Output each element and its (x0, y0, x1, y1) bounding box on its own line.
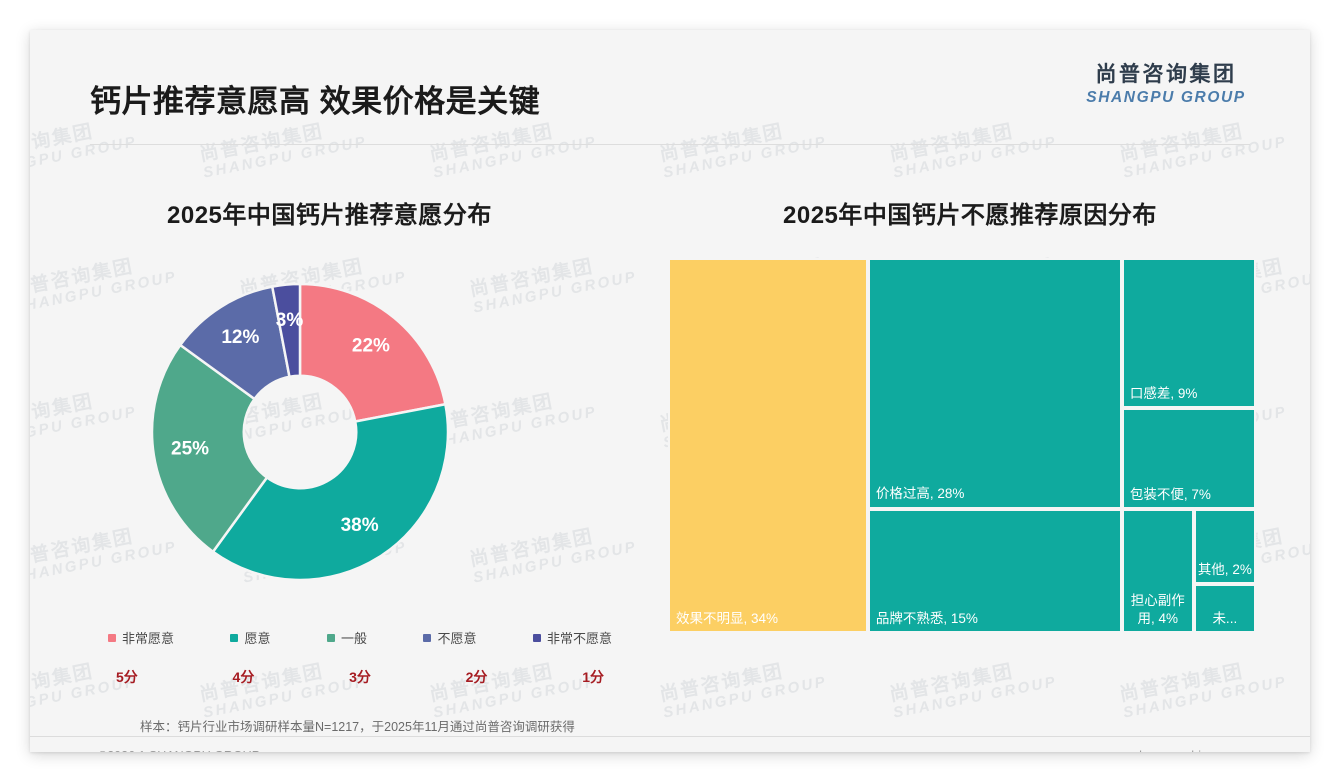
donut-slice-label: 25% (171, 438, 209, 459)
treemap-cell[interactable]: 口感差, 9% (1121, 258, 1256, 408)
legend-swatch-icon (230, 633, 239, 642)
donut-slice-label: 22% (352, 335, 390, 356)
donut-score-label: 4分 (232, 669, 255, 685)
donut-slice[interactable] (270, 282, 302, 379)
donut-legend-item[interactable]: 一般 (326, 628, 367, 647)
treemap-cell-label: 未... (1212, 610, 1238, 626)
treemap-cell[interactable]: 品牌不熟悉, 15% (867, 508, 1122, 633)
donut-legend-item[interactable]: 愿意 (230, 628, 271, 647)
treemap-cell[interactable]: 担心副作用, 4% (1121, 509, 1194, 633)
treemap-cell-label: 品牌不熟悉, 15% (875, 610, 978, 626)
donut-slice-label: 38% (341, 515, 379, 536)
donut-chart-title: 2025年中国钙片推荐意愿分布 (167, 202, 492, 229)
donut-slice[interactable] (178, 285, 291, 401)
treemap-cell[interactable]: 价格过高, 28% (867, 258, 1122, 509)
donut-slice[interactable] (298, 282, 447, 423)
slide-footer: ©2026.1 SHANGPU GROUP www.shangpu-china.… (30, 737, 1310, 752)
donut-slice[interactable] (211, 402, 450, 582)
donut-legend-label: 非常不愿意 (546, 631, 612, 646)
donut-score-label: 5分 (116, 669, 138, 685)
treemap-chart-title: 2025年中国钙片不愿推荐原因分布 (783, 202, 1157, 229)
donut-legend-label: 不愿意 (437, 631, 477, 646)
donut-score-label: 1分 (582, 669, 604, 685)
treemap-cell-label: 担心副作用, 4% (1130, 593, 1185, 626)
donut-slice-label: 12% (221, 327, 259, 348)
legend-swatch-icon (326, 633, 335, 642)
donut-legend-label: 愿意 (244, 631, 271, 646)
treemap-chart: 效果不明显, 34% 价格过高, 28% 品牌不熟悉, 15% 口感差, 9% 包装不便… (668, 258, 1256, 633)
treemap-cell[interactable]: 效果不明显, 34% (668, 258, 868, 633)
donut-slice[interactable] (150, 343, 269, 554)
treemap-cell[interactable]: 其他, 2% (1193, 509, 1256, 585)
donut-chart: 22% 38% 25% 12% 3% 非常愿意 愿意 一般 不愿意 非常不愿意 5分 4分 3分 2分… (90, 260, 630, 710)
footer-website: www.shangpu-china.com (1103, 749, 1242, 752)
donut-legend-item[interactable]: 非常愿意 (108, 628, 174, 647)
treemap-cell[interactable]: 未... (1193, 584, 1256, 633)
brand-logo-cn: 尚普咨询集团 (1095, 63, 1237, 86)
header-divider (90, 144, 1250, 145)
donut-legend: 非常愿意 愿意 一般 不愿意 非常不愿意 (90, 628, 630, 647)
treemap-cell-label: 其他, 2% (1197, 561, 1252, 577)
donut-legend-item[interactable]: 非常不愿意 (532, 628, 612, 647)
treemap-cell-label: 效果不明显, 34% (676, 610, 779, 626)
legend-swatch-icon (108, 633, 116, 642)
treemap-cell-label: 价格过高, 28% (875, 486, 965, 502)
legend-swatch-icon (532, 633, 541, 642)
brand-logo: 尚普咨询集团 SHANGPU GROUP (1066, 62, 1266, 108)
slide-card: 尚普咨询集团 SHANGPU GROUP 尚普咨询集团 SHANGPU GROUP 尚普… (30, 30, 1310, 752)
footer-copyright: ©2026.1 SHANGPU GROUP (98, 749, 260, 752)
donut-legend-item[interactable]: 不愿意 (423, 628, 476, 647)
treemap-cell-label: 包装不便, 7% (1129, 486, 1211, 502)
donut-legend-label: 非常愿意 (122, 631, 175, 646)
treemap-cell[interactable]: 包装不便, 7% (1121, 408, 1256, 510)
legend-swatch-icon (423, 633, 432, 642)
page-title: 钙片推荐意愿高 效果价格是关键 (90, 84, 541, 119)
donut-legend-label: 一般 (340, 631, 367, 646)
brand-logo-en: SHANGPU GROUP (1086, 89, 1246, 107)
sample-footnote: 样本：钙片行业市场调研样本量N=1217，于2025年11月通过尚普咨询调研获得 (140, 720, 575, 734)
treemap-cell-label: 口感差, 9% (1129, 385, 1198, 401)
donut-score-label: 2分 (465, 669, 488, 685)
donut-chart-svg: 22% 38% 25% 12% 3% (150, 282, 450, 582)
donut-slice-label: 3% (276, 310, 304, 331)
footer-divider (30, 736, 1310, 737)
slide-header: 钙片推荐意愿高 效果价格是关键 尚普咨询集团 SHANGPU GROUP (30, 30, 1310, 145)
donut-score-label: 3分 (349, 669, 371, 685)
donut-score-row: 5分 4分 3分 2分 1分 (90, 667, 630, 687)
